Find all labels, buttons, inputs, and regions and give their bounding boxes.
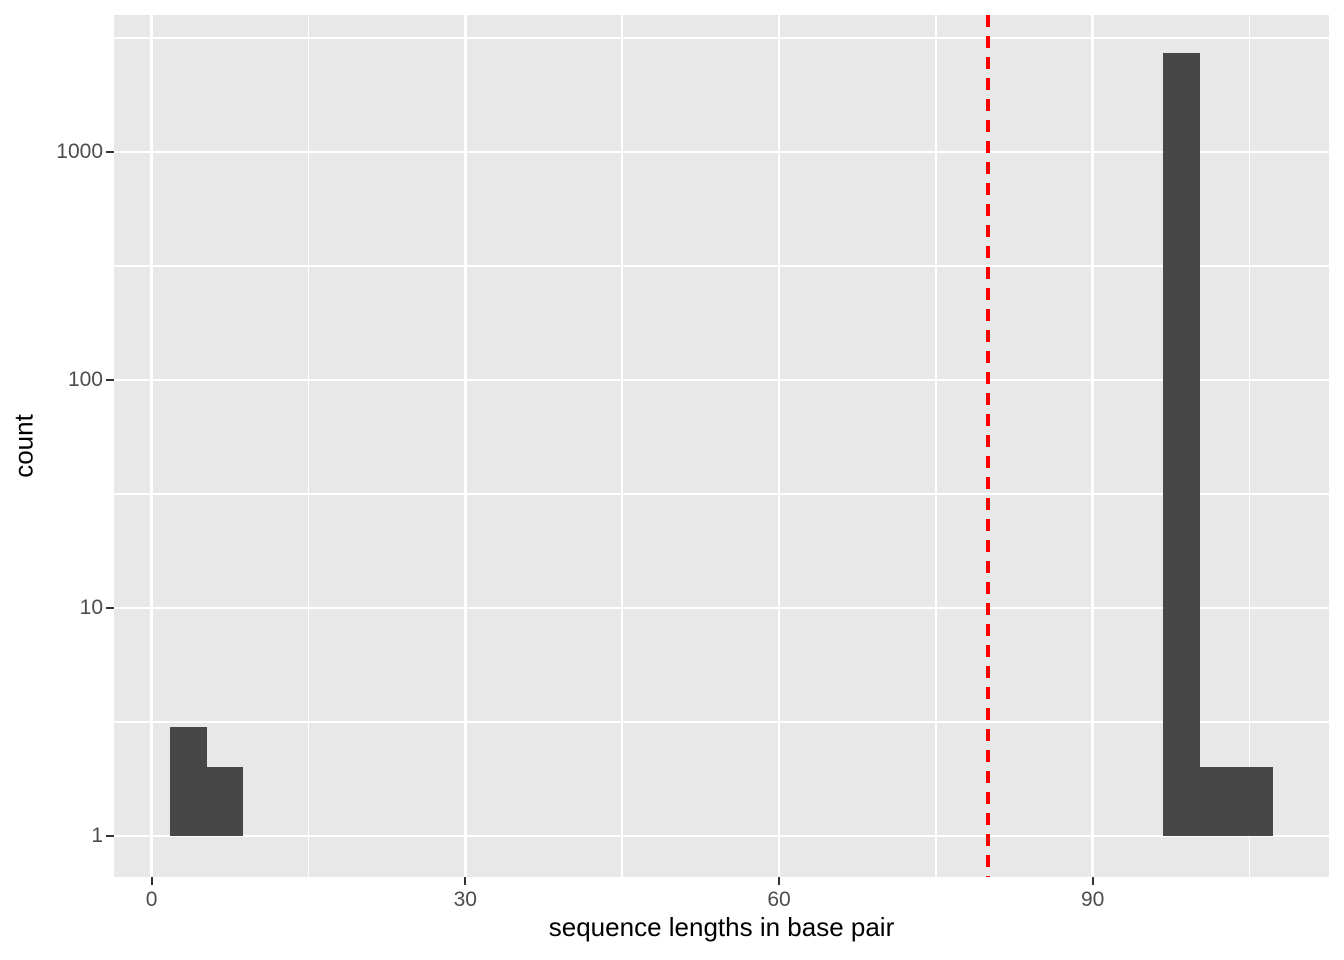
x-tick-label: 90 [1081,888,1105,911]
x-gridline-major [150,15,153,877]
x-tick-label: 30 [453,888,477,911]
x-gridline-minor [935,15,937,877]
y-tick-label: 10 [79,595,103,619]
x-gridline-minor [307,15,310,877]
y-gridline-minor [114,265,1329,267]
y-gridline-minor [114,493,1329,495]
x-gridline-minor [621,15,623,877]
x-tick-label: 0 [145,888,158,911]
y-tick [106,606,114,609]
x-tick [1091,877,1094,885]
plot-panel [114,15,1329,877]
x-tick [778,877,780,885]
histogram-bar [206,767,244,836]
y-gridline-major [114,834,1329,838]
x-tick [464,877,467,885]
y-tick [106,378,114,381]
x-gridline-major [464,15,467,877]
y-axis-title: count [8,414,39,478]
y-gridline-minor [114,37,1329,39]
y-tick-label: 1 [91,823,103,847]
y-tick-label: 100 [67,367,103,391]
y-gridline-minor [114,721,1329,723]
y-tick-label: 1000 [56,139,103,163]
y-gridline-major [114,606,1329,610]
x-axis-title: sequence lengths in base pair [548,912,895,942]
histogram-bar [1199,767,1237,836]
x-tick [150,877,153,885]
y-gridline-major [114,378,1329,382]
y-tick [106,834,114,837]
y-gridline-major [114,150,1329,154]
histogram-bar [1163,53,1200,836]
threshold-line [986,15,990,877]
x-tick-label: 60 [767,888,791,911]
histogram-bar [169,727,207,836]
x-gridline-major [1091,15,1094,877]
histogram-bar [1236,767,1274,836]
x-gridline-minor [1248,15,1251,877]
y-tick [106,150,114,153]
x-gridline-major [777,15,781,877]
